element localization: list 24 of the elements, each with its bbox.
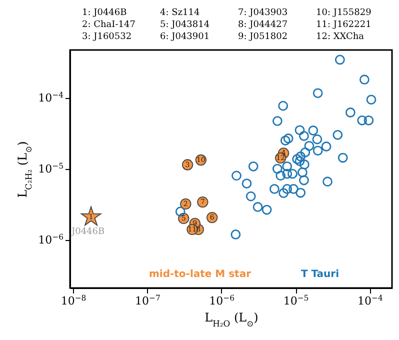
x-tick-label: 10$^{−4}$ — [358, 293, 383, 308]
text: T Tauri — [300, 269, 340, 280]
text: 1: J0446B — [82, 8, 128, 18]
text: 8: J044427 — [238, 20, 288, 30]
text: 12: XXCha — [316, 32, 365, 42]
x-tick-label: 10$^{−6}$ — [209, 293, 235, 308]
x-tick-label: 10$^{−5}$ — [283, 293, 309, 308]
text: 10: J155829 — [316, 8, 372, 18]
text: 2: ChaI-147 — [82, 20, 136, 30]
text: 4: Sz114 — [160, 8, 200, 18]
x-tick-label: 10$^{−8}$ — [60, 293, 86, 308]
text: 9: J051802 — [238, 32, 288, 42]
y-tick-label: 10$^{−4}$ — [38, 90, 64, 104]
annotation: J0446B — [70, 226, 106, 237]
text: 11: J162221 — [316, 20, 372, 30]
text: mid-to-late M star — [148, 269, 252, 280]
x-axis-title: L$_{H₂O}$ (L$_{⊙}$) — [204, 310, 258, 328]
text: 7: J043903 — [238, 8, 288, 18]
y-tick-label: 10$^{−6}$ — [38, 232, 64, 246]
text: 6: J043901 — [160, 32, 210, 42]
x-tick-label: 10$^{−7}$ — [135, 293, 160, 308]
y-tick-label: 10$^{−5}$ — [38, 160, 64, 176]
text: 5: J043814 — [160, 20, 210, 30]
text: 3: J160532 — [82, 32, 132, 42]
